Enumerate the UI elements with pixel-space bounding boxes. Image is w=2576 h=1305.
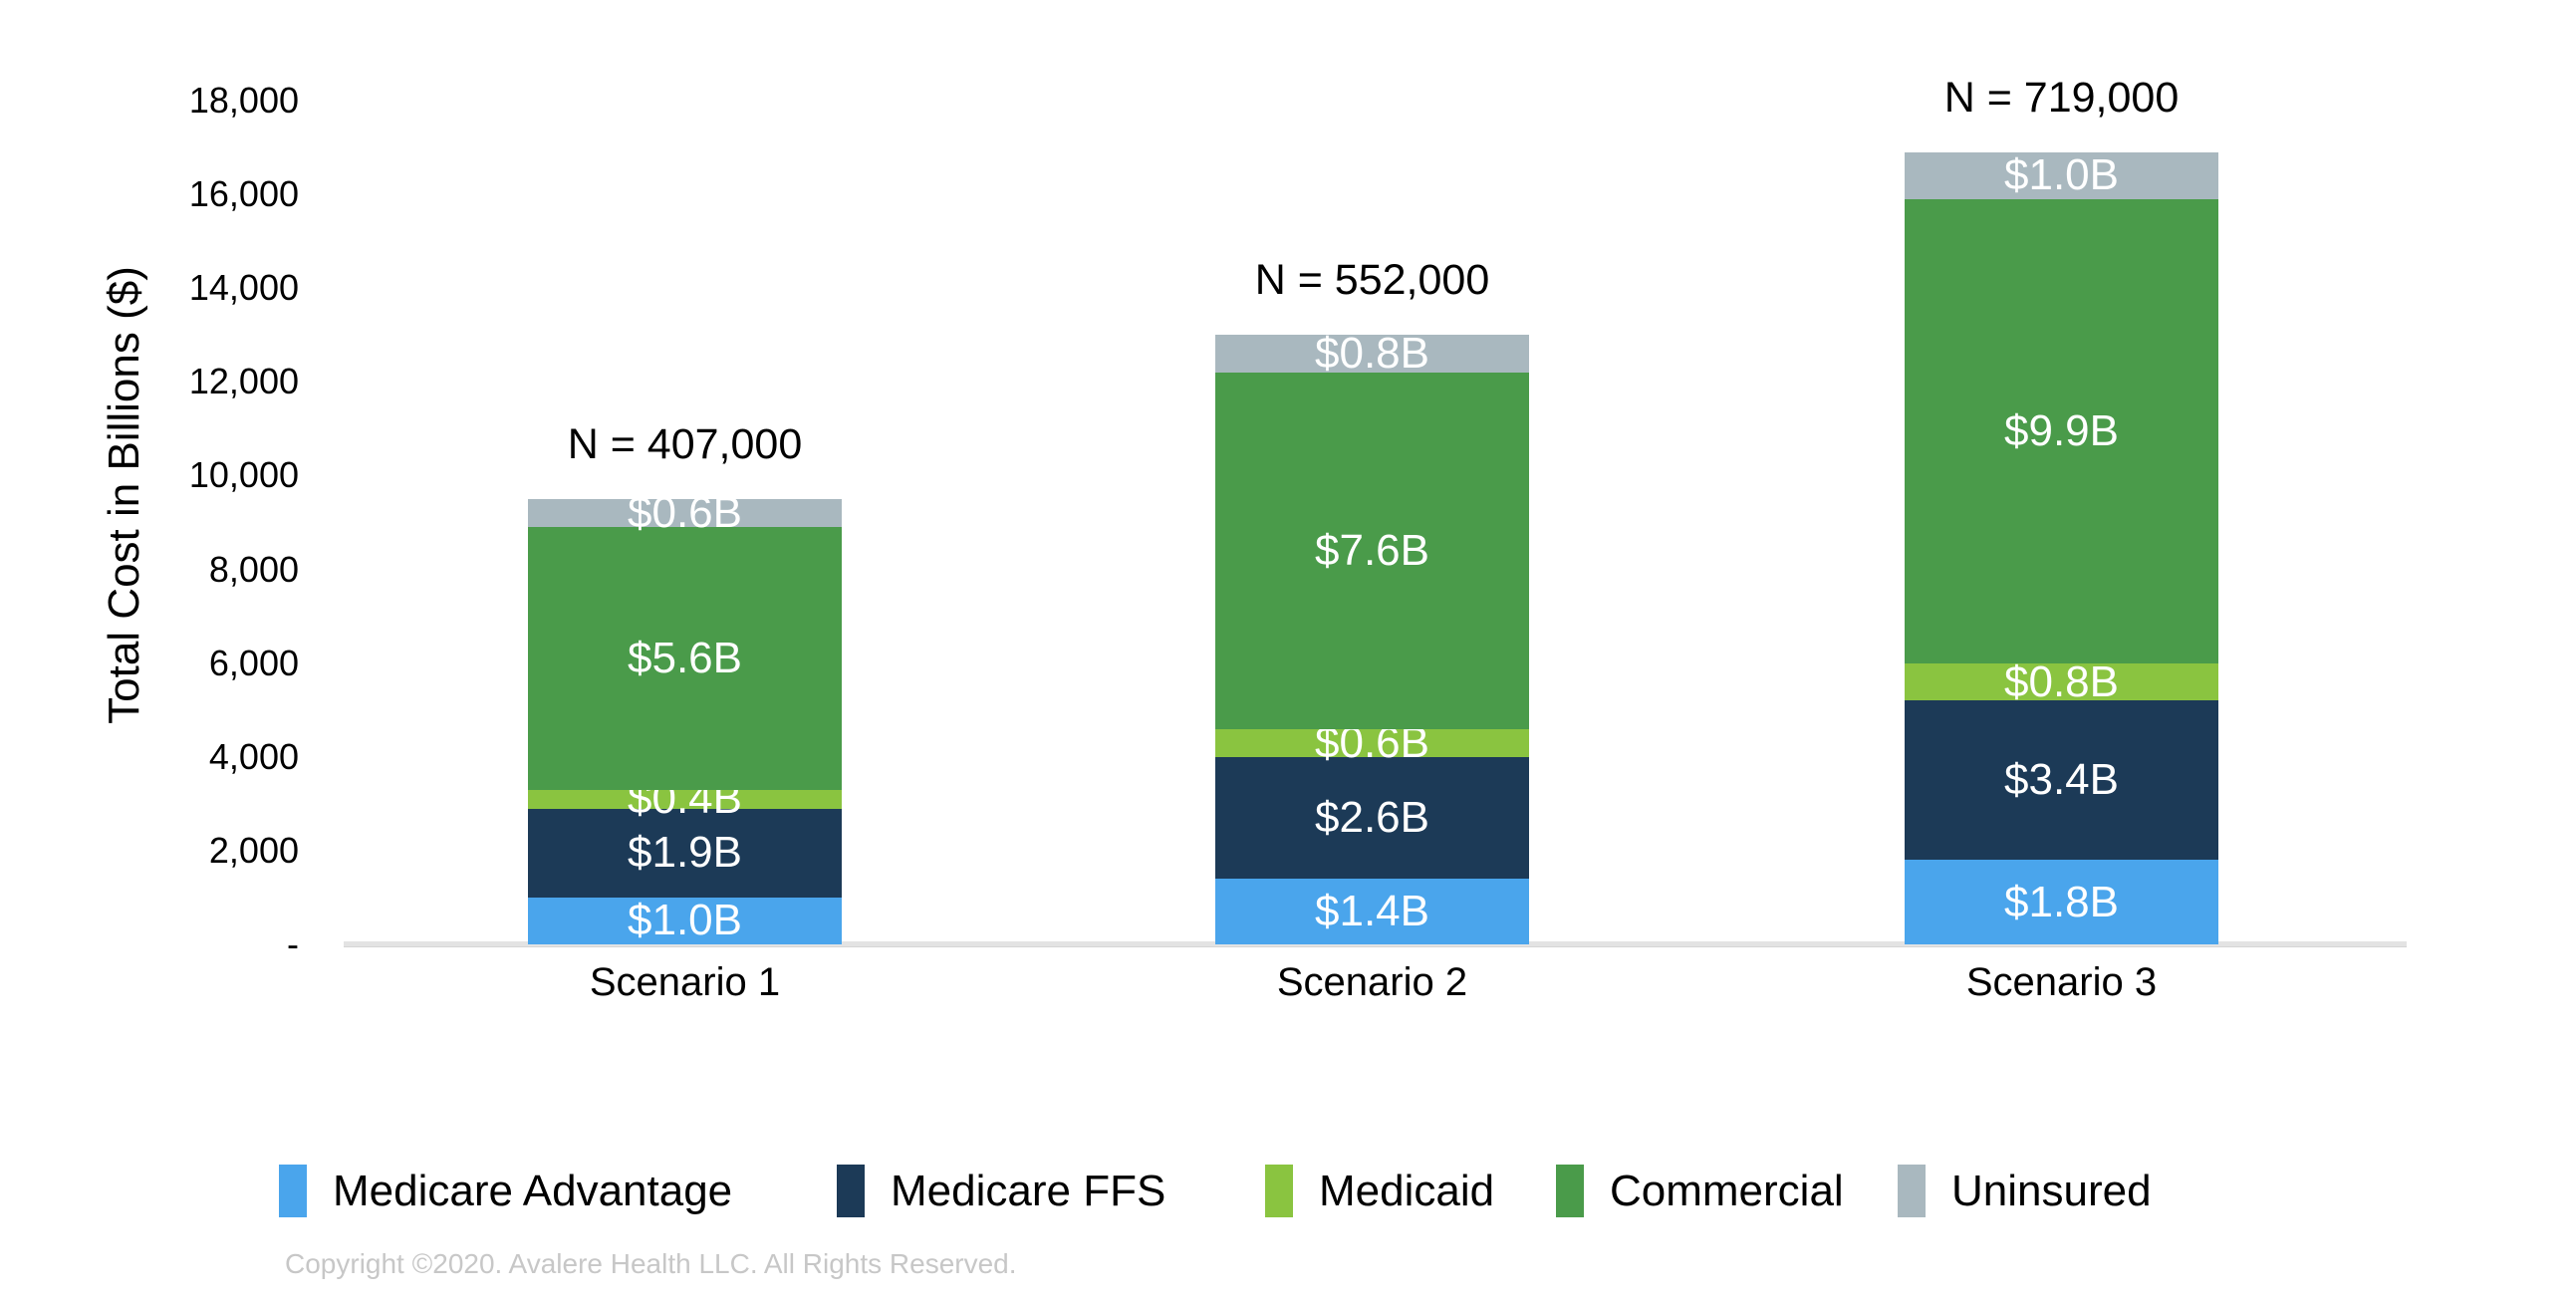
bar-segment-label-uninsured: $0.8B <box>1315 329 1429 379</box>
bar-segment-label-uninsured: $1.0B <box>2004 150 2119 200</box>
bar-segment-label-medicare-ffs: $3.4B <box>2004 755 2119 805</box>
bar-segment-label-medicare-ffs: $2.6B <box>1315 792 1429 842</box>
legend-label-medicare-ffs: Medicare FFS <box>891 1167 1166 1215</box>
bar-segment-label-commercial: $7.6B <box>1315 525 1429 575</box>
bar-segment-label-commercial: $5.6B <box>628 634 742 682</box>
y-axis-tick-16000: 16,000 <box>188 173 299 215</box>
legend-swatch-uninsured <box>1898 1165 1926 1217</box>
bar-segment-medicaid: $0.4B <box>528 774 842 823</box>
bar-segment-medicaid: $0.6B <box>1215 718 1529 767</box>
y-axis-tick-0: - <box>287 923 299 964</box>
bar-segment-medicare-ffs: $1.9B <box>528 808 842 898</box>
legend-swatch-medicare-ffs <box>837 1165 865 1217</box>
y-axis-tick-6000: 6,000 <box>208 642 299 683</box>
y-axis-tick-10000: 10,000 <box>188 454 299 496</box>
bar-segment-uninsured: $0.6B <box>528 488 842 537</box>
legend-item-medicaid: Medicaid <box>1265 1165 1494 1217</box>
bar-segment-label-commercial: $9.9B <box>2004 405 2119 455</box>
y-axis-tick-4000: 4,000 <box>208 735 299 777</box>
bar-segment-label-uninsured: $0.6B <box>628 488 742 538</box>
bar-segment-uninsured: $0.8B <box>1215 329 1529 378</box>
legend-swatch-medicare-advantage <box>279 1165 307 1217</box>
bar-segment-commercial: $5.6B <box>528 527 842 790</box>
bar-scenario-2: $1.4B $2.6B $0.6B $7.6B $0.8B <box>1215 329 1529 944</box>
n-annotation-scenario-3: N = 719,000 <box>1943 73 2180 122</box>
n-annotation-scenario-2: N = 552,000 <box>1254 256 1490 305</box>
bar-segment-medicare-advantage: $1.8B <box>1905 860 2218 944</box>
x-axis-label-scenario-2: Scenario 2 <box>1276 960 1468 1004</box>
bar-segment-label-medicare-advantage: $1.0B <box>628 896 742 945</box>
x-axis-label-scenario-3: Scenario 3 <box>1965 960 2158 1004</box>
legend-label-medicare-advantage: Medicare Advantage <box>333 1167 733 1215</box>
bar-segment-commercial: $9.9B <box>1905 198 2218 663</box>
bar-segment-medicare-advantage: $1.0B <box>528 896 842 945</box>
x-axis-label-scenario-1: Scenario 1 <box>589 960 781 1004</box>
bar-scenario-1: $1.0B $1.9B $0.4B $5.6B $0.6B <box>528 488 842 945</box>
y-axis-tick-2000: 2,000 <box>208 829 299 871</box>
bar-segment-medicare-ffs: $3.4B <box>1905 700 2218 861</box>
bar-segment-medicare-advantage: $1.4B <box>1215 879 1529 944</box>
y-axis-tick-14000: 14,000 <box>188 267 299 309</box>
legend-item-commercial: Commercial <box>1556 1165 1844 1217</box>
legend-label-commercial: Commercial <box>1610 1167 1844 1215</box>
bar-segment-uninsured: $1.0B <box>1905 150 2218 200</box>
bar-scenario-3: $1.8B $3.4B $0.8B $9.9B $1.0B <box>1905 150 2218 944</box>
bar-segment-medicare-ffs: $2.6B <box>1215 756 1529 880</box>
bar-segment-label-medicare-advantage: $1.8B <box>2004 877 2119 926</box>
legend-item-medicare-advantage: Medicare Advantage <box>279 1165 732 1217</box>
y-axis-tick-18000: 18,000 <box>188 80 299 121</box>
legend-item-medicare-ffs: Medicare FFS <box>837 1165 1165 1217</box>
legend: Medicare Advantage Medicare FFS Medicaid Co… <box>0 1165 2576 1224</box>
legend-swatch-commercial <box>1556 1165 1584 1217</box>
y-axis-tick-12000: 12,000 <box>188 361 299 402</box>
legend-swatch-medicaid <box>1265 1165 1293 1217</box>
bar-segment-label-medicare-advantage: $1.4B <box>1315 887 1429 936</box>
legend-item-uninsured: Uninsured <box>1898 1165 2152 1217</box>
legend-label-uninsured: Uninsured <box>1951 1167 2152 1215</box>
legend-label-medicaid: Medicaid <box>1319 1167 1495 1215</box>
copyright-text: Copyright ©2020. Avalere Health LLC. All… <box>285 1248 1017 1279</box>
x-axis-line <box>344 941 2407 947</box>
y-axis-tick-8000: 8,000 <box>208 548 299 590</box>
bar-segment-label-medicaid: $0.8B <box>2004 656 2119 706</box>
bar-segment-label-medicare-ffs: $1.9B <box>628 828 742 878</box>
n-annotation-scenario-1: N = 407,000 <box>567 419 803 468</box>
bar-segment-medicaid: $0.8B <box>1905 657 2218 706</box>
bar-segment-commercial: $7.6B <box>1215 372 1529 729</box>
